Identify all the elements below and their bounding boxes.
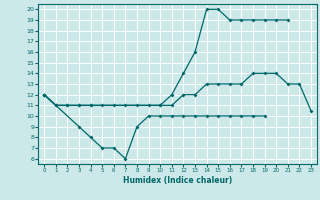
X-axis label: Humidex (Indice chaleur): Humidex (Indice chaleur) (123, 176, 232, 185)
